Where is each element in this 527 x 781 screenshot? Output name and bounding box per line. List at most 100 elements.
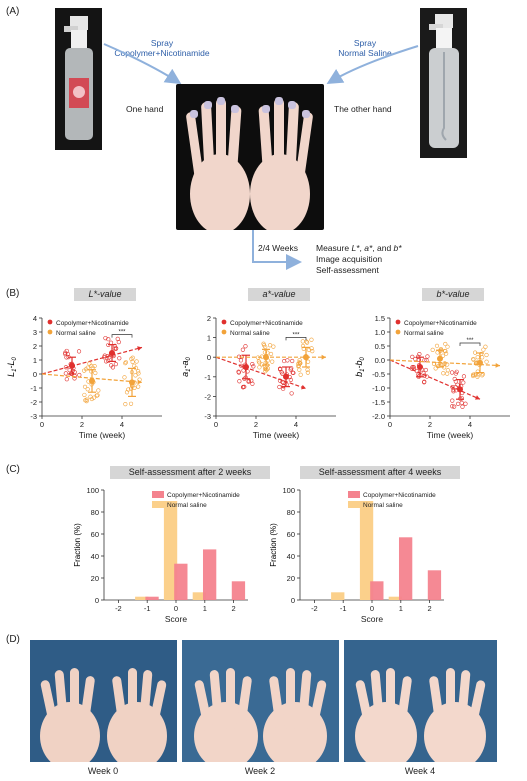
data-point: [430, 347, 435, 353]
legend-label: Copolymer+Nicotinamide: [56, 320, 129, 327]
x-tick-label: 2: [428, 604, 432, 613]
y-tick-label: 0.0: [375, 356, 385, 365]
y-tick-label: 20: [91, 574, 99, 583]
data-point: [434, 343, 440, 348]
weeks-label: 2/4 Weeks: [258, 243, 299, 253]
chart-title-a: a*-value: [248, 288, 310, 301]
mean-point: [243, 364, 249, 370]
legend-label: Normal saline: [56, 330, 96, 337]
y-tick-label: -1.5: [372, 398, 385, 407]
data-point: [288, 377, 293, 383]
data-point: [243, 344, 248, 349]
trend-line: [389, 359, 481, 400]
data-point: [110, 365, 115, 370]
data-point: [421, 371, 426, 376]
panel-label-b: (B): [6, 288, 20, 299]
data-point: [471, 372, 476, 377]
legend-marker: [348, 491, 360, 498]
x-axis-label: Score: [361, 614, 383, 624]
significance-label: ***: [466, 338, 474, 344]
data-point: [438, 346, 444, 352]
significance-bracket: [111, 334, 133, 338]
other-hand-label: The other hand: [334, 104, 392, 114]
significance-bracket: [459, 342, 481, 346]
data-point: [84, 399, 89, 404]
data-point: [417, 351, 422, 357]
bar-copolymer: [145, 596, 159, 600]
data-point: [310, 349, 315, 354]
data-point: [431, 361, 437, 366]
chart-title-l: L*-value: [74, 288, 136, 301]
y-axis-label-main: a: [180, 372, 190, 377]
data-point: [271, 344, 276, 349]
data-point: [88, 394, 93, 399]
trend-arrow: [321, 354, 326, 360]
x-axis-label: Time (week): [427, 430, 474, 440]
hands-photo: [176, 84, 324, 230]
hands-photo-week-4: [344, 640, 497, 762]
x-tick-label: 0: [40, 420, 44, 429]
data-point: [94, 393, 99, 398]
data-point: [451, 387, 456, 392]
chart-title-b: b*-value: [422, 288, 484, 301]
data-point: [459, 400, 464, 405]
panel-label-d: (D): [6, 634, 20, 645]
x-axis-label: Time (week): [79, 430, 126, 440]
data-point: [449, 370, 455, 375]
y-axis-label-sub1: 1: [12, 369, 18, 372]
data-point: [251, 364, 256, 369]
data-point: [445, 368, 450, 373]
measure-prefix: Measure: [316, 243, 352, 253]
caption-week-2: Week 2: [244, 766, 276, 776]
data-point: [277, 384, 282, 390]
legend-marker: [221, 319, 227, 325]
y-tick-label: 40: [287, 552, 295, 561]
y-tick-label: -2: [204, 392, 211, 401]
data-point: [250, 381, 255, 386]
data-point: [136, 384, 141, 389]
legend-label: Copolymer+Nicotinamide: [167, 492, 240, 499]
data-point: [298, 372, 303, 377]
data-point: [304, 339, 309, 344]
data-point: [76, 349, 82, 354]
data-point: [106, 337, 111, 342]
data-point: [440, 353, 446, 358]
data-point: [451, 389, 456, 394]
panel-a-arrows: [103, 43, 419, 270]
bar-copolymer: [202, 549, 217, 600]
y-tick-label: 3: [33, 328, 37, 337]
data-point: [133, 373, 138, 378]
data-point: [423, 367, 428, 373]
data-point: [63, 371, 68, 376]
data-point: [116, 340, 121, 345]
x-tick-label: 0: [370, 604, 374, 613]
y-axis-label-dash: -: [180, 366, 190, 369]
data-point: [463, 401, 468, 406]
data-point: [285, 358, 290, 363]
mean-point: [437, 355, 443, 362]
trend-arrow: [137, 346, 142, 351]
y-tick-label: 60: [91, 530, 99, 539]
legend-label: Normal saline: [167, 502, 207, 509]
outcomes-list: Measure L*, a*, and b* Image acquisition…: [316, 243, 402, 276]
y-tick-label: 0: [33, 370, 37, 379]
data-point: [280, 379, 285, 385]
data-point: [445, 371, 450, 376]
data-point: [136, 371, 141, 376]
data-point: [64, 355, 69, 360]
y-tick-label: 60: [287, 530, 295, 539]
y-tick-label: 4: [33, 314, 37, 323]
y-tick-label: 40: [91, 552, 99, 561]
data-point: [280, 371, 285, 376]
y-tick-label: 100: [86, 486, 99, 495]
data-point: [263, 366, 268, 371]
bar-normal-saline: [331, 592, 345, 600]
data-point: [63, 350, 68, 355]
x-tick-label: 2: [232, 604, 236, 613]
chart-self-assessment-2weeks: 0 20 40 60 80 100 -2 -1 0 1 2 Score Fraction (%) Copo…: [73, 486, 248, 624]
y-tick-label: -2.0: [372, 412, 385, 421]
legend-marker: [47, 319, 53, 325]
y-tick-label: -3: [30, 412, 37, 421]
